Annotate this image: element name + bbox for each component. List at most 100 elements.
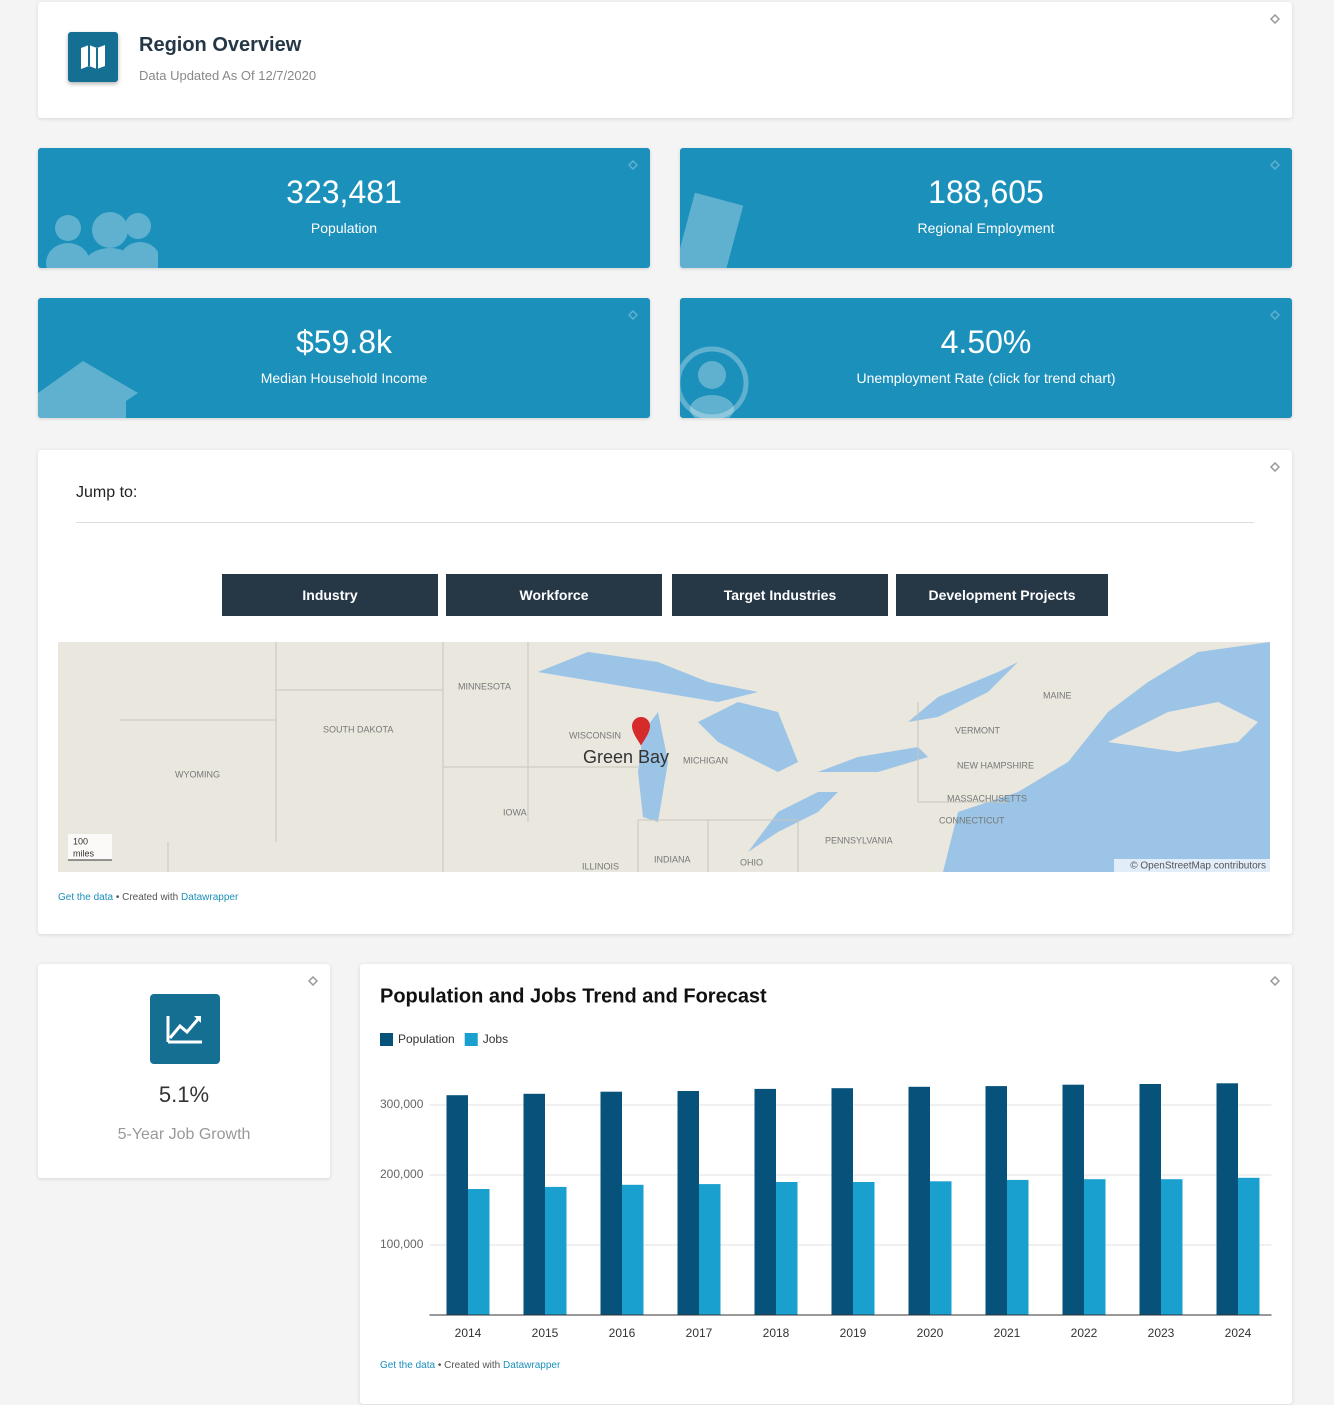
y-tick-label: 100,000 (380, 1237, 424, 1251)
bar (1139, 1084, 1161, 1315)
link[interactable]: Datawrapper (503, 1360, 561, 1371)
bar (985, 1086, 1007, 1315)
link-icon[interactable] (1270, 160, 1280, 170)
jump-button[interactable]: Development Projects (896, 574, 1108, 616)
chart: Population and Jobs Trend and Forecast P… (380, 985, 1272, 1340)
y-tick-label: 300,000 (380, 1097, 424, 1111)
x-tick-label: 2019 (840, 1326, 867, 1340)
stat-card[interactable]: $59.8k Median Household Income (38, 298, 650, 418)
stat-value: 4.50% (940, 324, 1032, 360)
scale-label: miles (73, 848, 95, 858)
link-icon[interactable] (628, 310, 638, 320)
link-icon[interactable] (308, 976, 318, 986)
scale-label: 100 (73, 836, 88, 846)
map-label: PENNSYLVANIA (825, 835, 893, 845)
link-icon[interactable] (1270, 976, 1280, 986)
bar (523, 1093, 545, 1315)
map-label: SOUTH DAKOTA (323, 724, 393, 734)
growth-label: 5-Year Job Growth (117, 1126, 251, 1143)
x-tick-label: 2023 (1148, 1326, 1175, 1340)
jump-button[interactable]: Workforce (446, 574, 662, 616)
bar (699, 1184, 721, 1315)
x-tick-label: 2018 (763, 1326, 790, 1340)
legend-label: Population (398, 1032, 455, 1046)
stat-label: Unemployment Rate (click for trend chart… (856, 370, 1116, 386)
x-tick-label: 2015 (532, 1326, 559, 1340)
link-icon[interactable] (1270, 310, 1280, 320)
x-tick-label: 2020 (917, 1326, 944, 1340)
x-tick-label: 2016 (609, 1326, 636, 1340)
x-tick-label: 2017 (686, 1326, 713, 1340)
bar (930, 1181, 952, 1315)
city-label: Green Bay (583, 747, 669, 767)
map-label: MINNESOTA (458, 681, 511, 691)
chart-title: Population and Jobs Trend and Forecast (380, 985, 767, 1007)
map-label: MICHIGAN (683, 755, 728, 765)
link-icon[interactable] (628, 160, 638, 170)
map-label: WYOMING (175, 769, 220, 779)
map[interactable]: MINNESOTA SOUTH DAKOTA WYOMING WISCONSIN… (58, 642, 1270, 872)
map-label: VERMONT (955, 725, 1001, 735)
link-icon[interactable] (1270, 462, 1280, 472)
bar (677, 1091, 699, 1315)
map-label: ILLINOIS (582, 861, 619, 871)
map-label: IOWA (503, 807, 527, 817)
header-card: Region Overview Data Updated As Of 12/7/… (38, 2, 1292, 118)
stat-value: $59.8k (295, 324, 393, 360)
link[interactable]: Datawrapper (181, 892, 239, 903)
map-icon (68, 32, 118, 82)
growth-card: 5.1% 5-Year Job Growth (38, 964, 330, 1178)
divider (76, 522, 1254, 523)
header-subtitle: Data Updated As Of 12/7/2020 (139, 68, 317, 83)
growth-value: 5.1% (158, 1082, 210, 1107)
stat-card[interactable]: 188,605 Regional Employment (680, 148, 1292, 268)
jump-button[interactable]: Target Industries (672, 574, 888, 616)
bar (776, 1182, 798, 1315)
bar (754, 1088, 776, 1315)
legend-swatch (380, 1033, 393, 1046)
x-tick-label: 2022 (1071, 1326, 1098, 1340)
bar (908, 1086, 930, 1315)
link[interactable]: Get the data (380, 1360, 436, 1371)
bar (1062, 1084, 1084, 1315)
stat-value: 323,481 (286, 174, 402, 210)
stat-card[interactable]: 323,481 Population (38, 148, 650, 268)
stat-card[interactable]: 4.50% Unemployment Rate (click for trend… (680, 298, 1292, 418)
map-pin[interactable] (632, 717, 650, 746)
map-label: WISCONSIN (569, 730, 621, 740)
map-label: NEW HAMPSHIRE (957, 760, 1034, 770)
y-tick-label: 200,000 (380, 1167, 424, 1181)
footer-text: • Created with (115, 892, 179, 903)
footer-text: • Created with (437, 1360, 501, 1371)
jump-button[interactable]: Industry (222, 574, 438, 616)
stat-label: Population (310, 220, 378, 236)
bar (831, 1088, 853, 1315)
growth-icon (150, 994, 220, 1064)
bar (600, 1091, 622, 1315)
stat-label: Median Household Income (260, 370, 428, 386)
map-label: CONNECTICUT (939, 815, 1005, 825)
header-title: Region Overview (139, 34, 302, 56)
footer: Get the data • Created with Datawrapper (380, 1360, 560, 1371)
jump-label: Jump to: (76, 484, 138, 501)
bar (1084, 1179, 1106, 1315)
chart-card: Population and Jobs Trend and Forecast P… (360, 964, 1292, 1404)
bar (1007, 1179, 1029, 1315)
footer: Get the data • Created with Datawrapper (58, 892, 238, 903)
attribution: © OpenStreetMap contributors (1130, 861, 1266, 872)
bar (1238, 1177, 1260, 1315)
stat-value: 188,605 (928, 174, 1044, 210)
x-tick-label: 2024 (1225, 1326, 1252, 1340)
map-label: MASSACHUSETTS (947, 793, 1027, 803)
link[interactable]: Get the data (58, 892, 114, 903)
bar (446, 1095, 468, 1315)
bar (853, 1182, 875, 1315)
map-label: INDIANA (654, 854, 691, 864)
x-tick-label: 2014 (455, 1326, 482, 1340)
stat-label: Regional Employment (917, 220, 1055, 236)
x-tick-label: 2021 (994, 1326, 1021, 1340)
bar (468, 1189, 490, 1315)
link-icon[interactable] (1270, 14, 1280, 24)
bar (1216, 1083, 1238, 1315)
